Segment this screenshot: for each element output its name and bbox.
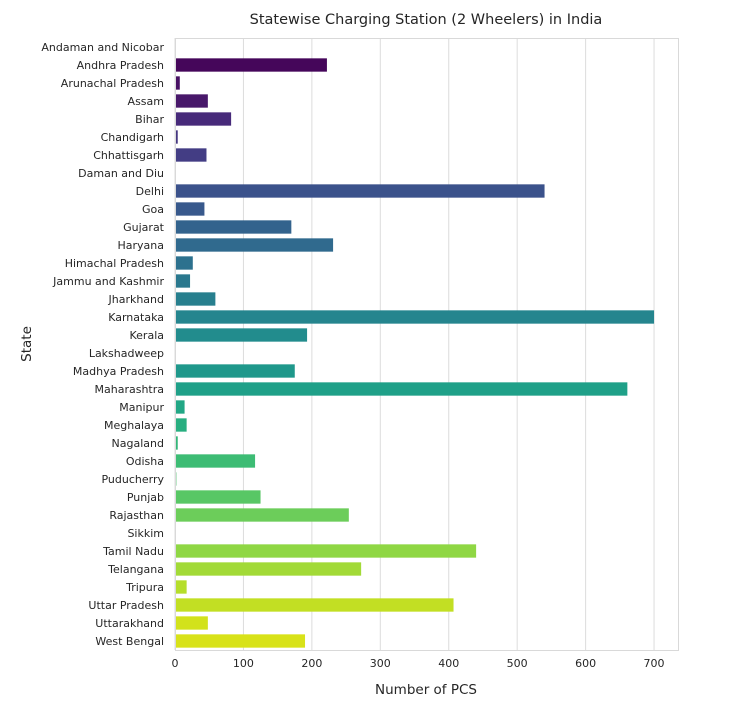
y-tick-label: Jharkhand <box>107 293 164 306</box>
x-tick-label: 100 <box>233 657 254 670</box>
bar <box>175 634 306 648</box>
bar <box>175 580 187 594</box>
x-tick-labels: 0 100 200 300 400 500 600 700 <box>172 657 665 670</box>
chart-title: Statewise Charging Station (2 Wheelers) … <box>250 12 603 28</box>
bar <box>175 130 178 144</box>
bar <box>175 256 193 270</box>
y-tick-label: Uttar Pradesh <box>88 599 164 612</box>
y-tick-label: Jammu and Kashmir <box>52 275 164 288</box>
y-tick-label: Manipur <box>119 401 164 414</box>
y-tick-label: Lakshadweep <box>89 347 164 360</box>
x-tick-label: 400 <box>438 657 459 670</box>
y-tick-label: Arunachal Pradesh <box>61 77 164 90</box>
bar <box>175 292 216 306</box>
bar <box>175 454 256 468</box>
bar <box>175 400 185 414</box>
bar <box>175 310 655 324</box>
bar <box>175 616 208 630</box>
y-tick-labels: Andaman and Nicobar Andhra Pradesh Arunach… <box>41 41 164 648</box>
bar <box>175 598 454 612</box>
y-tick-label: Telangana <box>107 563 164 576</box>
y-tick-label: Himachal Pradesh <box>65 257 164 270</box>
y-tick-label: Madhya Pradesh <box>73 365 164 378</box>
y-tick-label: Gujarat <box>123 221 165 234</box>
bar <box>175 220 292 234</box>
x-tick-label: 300 <box>370 657 391 670</box>
y-tick-label: Maharashtra <box>95 383 165 396</box>
y-tick-label: Punjab <box>127 491 164 504</box>
x-axis-label: Number of PCS <box>375 682 477 698</box>
bar <box>175 418 187 432</box>
y-tick-label: Goa <box>142 203 164 216</box>
x-tick-label: 500 <box>507 657 528 670</box>
y-tick-label: Rajasthan <box>109 509 164 522</box>
y-tick-label: West Bengal <box>95 635 164 648</box>
y-tick-label: Uttarakhand <box>95 617 164 630</box>
bar <box>175 562 362 576</box>
y-tick-label: Chandigarh <box>101 131 164 144</box>
bar <box>175 328 308 342</box>
y-tick-label: Delhi <box>136 185 164 198</box>
bar <box>175 490 261 504</box>
y-tick-label: Andhra Pradesh <box>77 59 164 72</box>
x-tick-label: 700 <box>644 657 665 670</box>
y-tick-label: Odisha <box>126 455 164 468</box>
bar <box>175 112 232 126</box>
y-tick-label: Karnataka <box>108 311 164 324</box>
bar <box>175 76 180 90</box>
bar <box>175 58 327 72</box>
y-tick-label: Meghalaya <box>104 419 164 432</box>
y-tick-label: Bihar <box>135 113 164 126</box>
y-axis-label: State <box>19 326 35 362</box>
y-tick-label: Daman and Diu <box>78 167 164 180</box>
y-tick-label: Andaman and Nicobar <box>41 41 164 54</box>
bar <box>175 94 208 108</box>
y-tick-label: Haryana <box>118 239 165 252</box>
y-tick-label: Puducherry <box>101 473 164 486</box>
bar <box>175 184 545 198</box>
bar <box>175 436 178 450</box>
x-tick-label: 200 <box>301 657 322 670</box>
y-tick-label: Chhattisgarh <box>93 149 164 162</box>
gridlines <box>174 38 655 650</box>
bar <box>175 364 295 378</box>
y-tick-label: Tripura <box>125 581 164 594</box>
y-tick-label: Nagaland <box>112 437 164 450</box>
y-tick-label: Sikkim <box>127 527 164 540</box>
y-tick-label: Assam <box>128 95 164 108</box>
plot-frame <box>175 38 679 651</box>
bars <box>175 58 655 648</box>
y-tick-label: Kerala <box>130 329 165 342</box>
bar <box>175 202 205 216</box>
bar <box>175 382 628 396</box>
bar <box>175 238 334 252</box>
bar <box>175 544 477 558</box>
y-tick-label: Tamil Nadu <box>102 545 164 558</box>
bar <box>175 148 207 162</box>
bar <box>175 274 191 288</box>
bar <box>175 508 349 522</box>
x-tick-label: 0 <box>172 657 179 670</box>
x-tick-label: 600 <box>575 657 596 670</box>
